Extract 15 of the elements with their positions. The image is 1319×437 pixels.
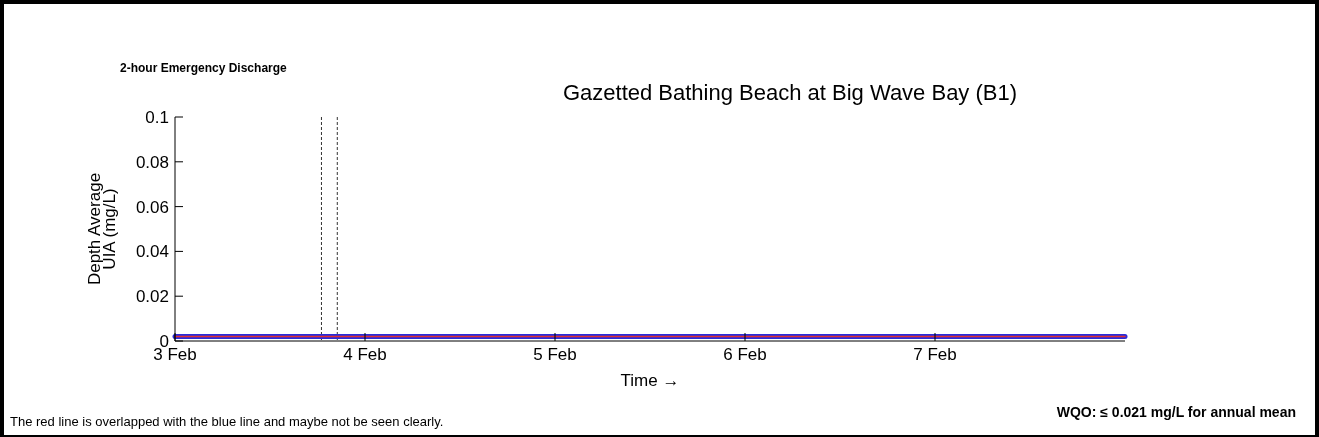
text: The red line is overlapped with the blue line and maybe not be seen clearly.	[10, 414, 444, 429]
x-axis-title: Time →	[620, 371, 680, 390]
text: WQO: ≤ 0.021 mg/L for annual mean	[1056, 404, 1296, 420]
x-tick-label: 6 Feb	[723, 345, 767, 364]
y-axis-title: Depth Average UIA (mg/L)	[85, 172, 119, 286]
y-tick-label: 0.02	[135, 287, 169, 307]
y-tick-label: 0.06	[135, 197, 169, 217]
y-tick-label: 0.1	[145, 108, 169, 127]
x-tick-label: 7 Feb	[913, 345, 957, 364]
text: 2-hour Emergency Discharge	[120, 61, 288, 75]
x-tick-label: 4 Feb	[343, 345, 387, 364]
x-tick-label: 5 Feb	[533, 345, 577, 364]
y-tick-label: 0.04	[135, 242, 169, 262]
y-tick-label: 0.08	[135, 152, 169, 172]
chart-title: Gazetted Bathing Beach at Big Wave Bay (B1)	[562, 80, 1018, 105]
